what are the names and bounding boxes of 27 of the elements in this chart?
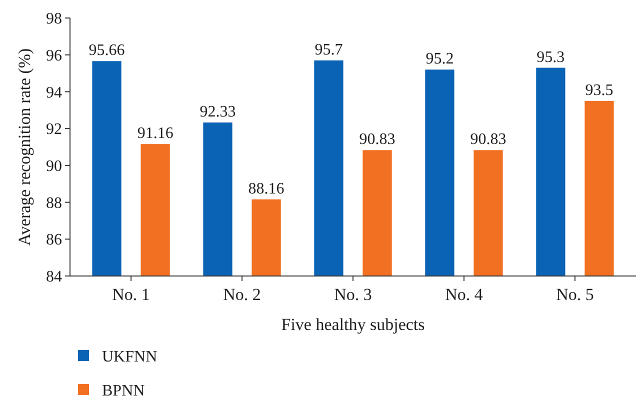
- y-tick-label: 86: [46, 232, 62, 249]
- x-tick-label: No. 4: [445, 285, 484, 304]
- legend-label: UKFNN: [102, 348, 158, 366]
- data-label: 92.33: [200, 103, 236, 120]
- x-tick-label: No. 1: [112, 285, 150, 304]
- data-label: 90.83: [470, 131, 506, 148]
- x-axis-title: Five healthy subjects: [281, 315, 425, 334]
- y-tick-label: 90: [46, 158, 62, 176]
- y-tick-label: 84: [46, 268, 62, 286]
- data-label: 95.2: [426, 50, 454, 68]
- y-axis-title: Average recognition rate (%): [15, 48, 34, 246]
- data-label: 93.5: [585, 82, 614, 99]
- y-tick-label: 92: [46, 121, 62, 138]
- legend-label: BPNN: [102, 382, 146, 400]
- x-tick-label: No. 5: [556, 285, 594, 304]
- x-tick-label: No. 2: [223, 285, 261, 304]
- y-tick-label: 96: [46, 47, 62, 64]
- data-label: 91.16: [137, 125, 174, 142]
- data-label: 95.66: [88, 42, 125, 60]
- y-tick-label: 88: [46, 194, 62, 212]
- x-tick-label: No. 3: [334, 285, 372, 304]
- data-label: 88.16: [248, 180, 284, 198]
- data-label: 95.3: [536, 48, 565, 66]
- data-label: 95.7: [314, 41, 343, 58]
- y-tick-label: 98: [46, 10, 62, 28]
- data-label: 90.83: [359, 131, 396, 148]
- y-tick-label: 94: [46, 84, 62, 102]
